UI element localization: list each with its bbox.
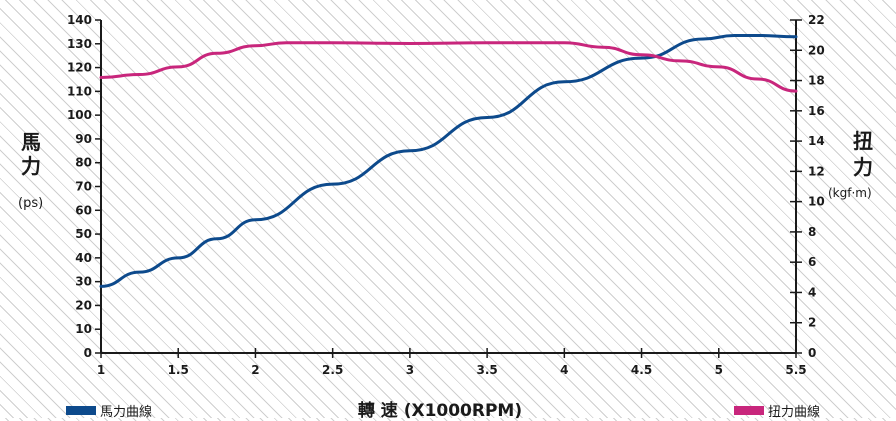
left-tick-label: 110 — [67, 84, 92, 98]
left-tick-label: 120 — [67, 61, 92, 75]
legend-horsepower-label: 馬力曲線 — [100, 405, 153, 420]
x-tick-label: 3 — [406, 363, 414, 377]
left-axis-label-char: 馬 — [21, 130, 41, 154]
left-tick-label: 30 — [75, 275, 92, 289]
x-axis-label: 轉 速 (X1000RPM) — [357, 401, 523, 421]
left-axis-label: 馬 力 — [18, 130, 44, 178]
x-tick-label: 4.5 — [631, 363, 652, 377]
left-tick-label: 50 — [75, 227, 92, 241]
right-tick-label: 2 — [808, 316, 816, 330]
legend-torque-label: 扭力曲線 — [768, 405, 821, 420]
right-tick-label: 20 — [808, 43, 825, 57]
right-axis-label-char: 力 — [853, 155, 873, 179]
right-axis-label: 扭 力 — [850, 128, 876, 180]
right-tick-label: 0 — [808, 346, 816, 360]
left-tick-label: 70 — [75, 180, 92, 194]
x-tick-label: 5.5 — [785, 363, 806, 377]
series-layer — [99, 34, 798, 288]
x-tick-label: 1.5 — [168, 363, 189, 377]
x-tick-label: 4 — [560, 363, 568, 377]
right-tick-label: 4 — [808, 285, 816, 299]
x-tick-label: 5 — [715, 363, 723, 377]
legend-horsepower: 馬力曲線 — [66, 401, 152, 420]
x-tick-label: 2 — [251, 363, 259, 377]
legend-torque-swatch — [734, 406, 764, 415]
right-tick-label: 12 — [808, 164, 825, 178]
x-tick-label: 1 — [97, 363, 105, 377]
left-tick-label: 130 — [67, 37, 92, 51]
right-tick-label: 10 — [808, 195, 825, 209]
x-tick-label: 2.5 — [322, 363, 343, 377]
legend-torque: 扭力曲線 — [734, 401, 820, 420]
left-tick-label: 140 — [67, 13, 92, 27]
right-axis-unit: (kgf·m) — [828, 186, 872, 200]
left-tick-label: 90 — [75, 132, 92, 146]
left-axis-label-char: 力 — [21, 154, 41, 178]
left-tick-label: 10 — [75, 322, 92, 336]
left-tick-label: 100 — [67, 108, 92, 122]
torque-series-line — [99, 41, 798, 93]
left-tick-label: 0 — [84, 346, 92, 360]
left-tick-label: 40 — [75, 251, 92, 265]
legend-horsepower-swatch — [66, 406, 96, 415]
right-tick-label: 8 — [808, 225, 816, 239]
left-tick-label: 80 — [75, 156, 92, 170]
left-tick-label: 60 — [75, 203, 92, 217]
left-tick-label: 20 — [75, 298, 92, 312]
axes-layer: 0102030405060708090100110120130140024681… — [67, 13, 825, 377]
right-tick-label: 14 — [808, 134, 825, 148]
right-tick-label: 16 — [808, 104, 825, 118]
right-tick-label: 22 — [808, 13, 825, 27]
x-tick-label: 3.5 — [476, 363, 497, 377]
right-tick-label: 18 — [808, 74, 825, 88]
right-tick-label: 6 — [808, 255, 816, 269]
right-axis-label-char: 扭 — [853, 129, 873, 153]
left-axis-unit: (ps) — [18, 196, 44, 211]
horsepower-series-line — [99, 34, 798, 288]
